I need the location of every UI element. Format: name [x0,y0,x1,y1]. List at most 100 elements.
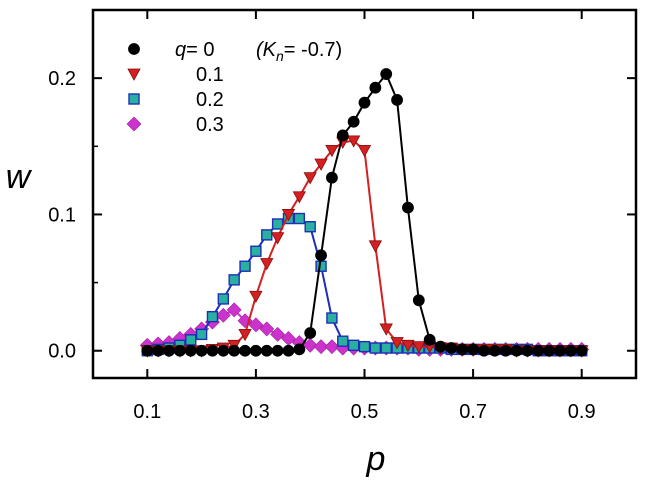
data-point [226,302,242,318]
plot-border [91,8,638,380]
data-point [326,171,338,184]
series-0-2 [141,212,588,357]
data-point [281,209,296,222]
data-point [336,129,349,142]
data-point [347,339,360,351]
data-point [249,344,262,357]
data-point [239,260,251,272]
data-point [554,344,566,357]
x-tick-label: 0.9 [568,401,596,423]
data-point [195,344,208,357]
data-point [478,344,490,357]
x-tick-label: 0.7 [459,401,487,423]
data-point [228,274,240,286]
data-point [456,343,469,356]
data-point [248,317,264,333]
data-point [271,344,284,357]
data-point [217,293,230,305]
x-axis-title: p [366,440,386,478]
data-point [293,343,306,356]
data-point [185,334,197,346]
legend-label: 0.1 [196,64,224,86]
data-point [249,290,263,304]
data-point [304,221,316,233]
legend-marker [128,93,140,105]
series-line [147,217,582,352]
data-point [228,344,241,357]
data-point [217,344,230,357]
data-point [347,115,360,128]
data-point [303,172,317,185]
data-point [259,321,275,337]
data-point [250,245,262,257]
legend-marker [127,68,141,81]
data-point [304,327,317,339]
data-point [434,340,447,353]
data-point [358,96,371,109]
data-point [293,212,306,225]
axes-frame: 0.1 0.3 0.5 0.7 0.9 0.0 0.1 0.2 [48,8,638,423]
legend-note-kn: (Kn= -0.7) [256,39,342,64]
data-point [261,229,273,241]
data-point [380,68,393,80]
data-point [379,323,393,336]
data-point [282,344,295,357]
data-point [260,344,273,357]
data-point [358,340,371,353]
data-point [391,94,403,106]
data-point [423,333,436,346]
data-point [292,191,307,204]
x-tick-label: 0.3 [242,401,270,423]
data-point [141,344,154,357]
legend-marker [126,116,142,132]
series-layer [139,68,590,358]
data-point [270,232,285,245]
data-point [564,344,577,357]
data-point [215,307,231,323]
data-point [412,341,426,354]
data-point [195,328,208,341]
data-point [238,328,252,342]
legend-label: 0.2 [196,89,224,111]
data-point [315,249,327,262]
data-point [390,337,404,350]
data-point [575,344,588,357]
data-point [369,342,382,354]
data-point [152,344,165,357]
data-point [173,344,186,357]
data-point [401,339,415,353]
data-point [206,344,219,357]
data-point [445,342,458,354]
data-point [346,135,361,148]
data-point [380,342,392,354]
data-point [368,240,383,253]
y-tick-label: 0.1 [48,204,76,226]
data-point [313,339,329,355]
data-point [412,294,425,307]
data-point [543,344,556,357]
data-point [467,343,480,356]
series-0 [141,68,588,357]
data-point [260,258,274,271]
data-point [270,326,286,342]
data-point [369,81,382,94]
data-point [357,144,372,158]
data-point [271,218,284,230]
data-point [337,335,349,347]
data-point [488,344,501,357]
data-point [314,158,328,171]
data-point [326,312,338,324]
data-point [499,344,512,357]
data-point [302,337,318,353]
data-point [325,144,339,158]
legend-label: 0.3 [196,114,224,136]
y-tick-label: 0.0 [48,341,76,363]
data-point [532,344,545,357]
legend-marker [128,43,140,55]
data-point [402,201,414,214]
data-point [510,344,523,357]
legend: q= 0 (Kn= -0.7) 0.1 0.2 0.3 [126,39,342,136]
data-point [206,310,219,323]
x-tick-label: 0.1 [133,401,161,423]
